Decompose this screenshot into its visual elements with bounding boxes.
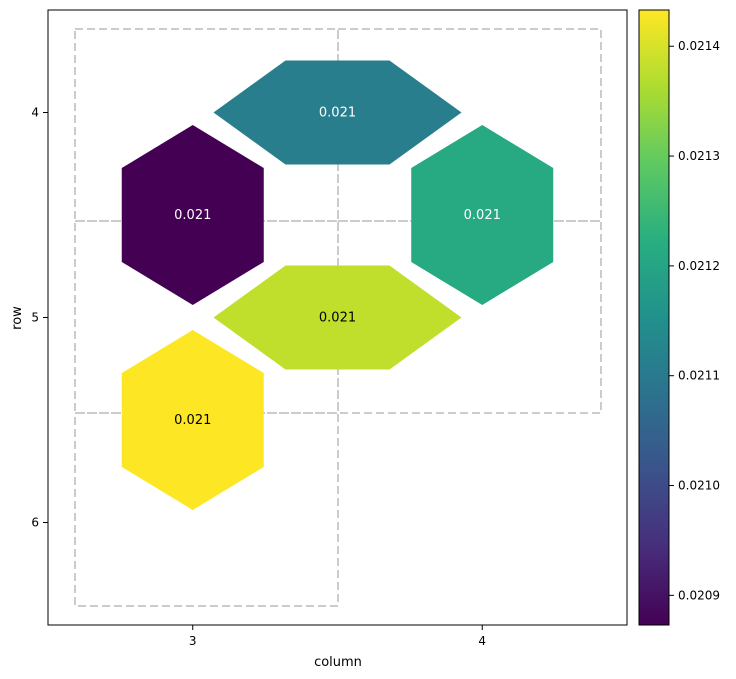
hex-cell-value-label: 0.021: [464, 208, 501, 223]
y-axis-label: row: [10, 306, 25, 330]
y-tick-label: 4: [31, 106, 39, 120]
hex-cells: 0.021 0.021 0.021 0.021 0.021: [121, 60, 554, 510]
x-tick-label: 3: [189, 634, 197, 648]
x-tick-label: 4: [478, 634, 486, 648]
y-axis-ticks: 4 5 6: [31, 106, 48, 530]
colorbar-tick-label: 0.0211: [678, 369, 720, 383]
x-axis-label: column: [314, 655, 362, 670]
y-tick-label: 5: [31, 311, 39, 325]
colorbar-tick-label: 0.0213: [678, 149, 720, 163]
hex-cell-value-label: 0.021: [319, 106, 356, 121]
colorbar-tick-label: 0.0212: [678, 259, 720, 273]
hex-cell-value-label: 0.021: [174, 208, 211, 223]
colorbar-ticks: 0.0209 0.0210 0.0211 0.0212 0.0213 0.0214: [669, 39, 720, 602]
colorbar-tick-label: 0.0209: [678, 588, 720, 602]
y-tick-label: 6: [31, 516, 39, 530]
hex-cell: [411, 125, 554, 305]
colorbar-tick-label: 0.0210: [678, 479, 720, 493]
hex-cell: [121, 125, 264, 305]
hex-cell-value-label: 0.021: [319, 311, 356, 326]
colorbar: [638, 9, 670, 626]
hex-cell: [213, 265, 462, 370]
hex-cell: [213, 60, 462, 165]
hex-cell-value-label: 0.021: [174, 413, 211, 428]
colorbar-tick-label: 0.0214: [678, 39, 720, 53]
hex-cell: [121, 330, 264, 510]
